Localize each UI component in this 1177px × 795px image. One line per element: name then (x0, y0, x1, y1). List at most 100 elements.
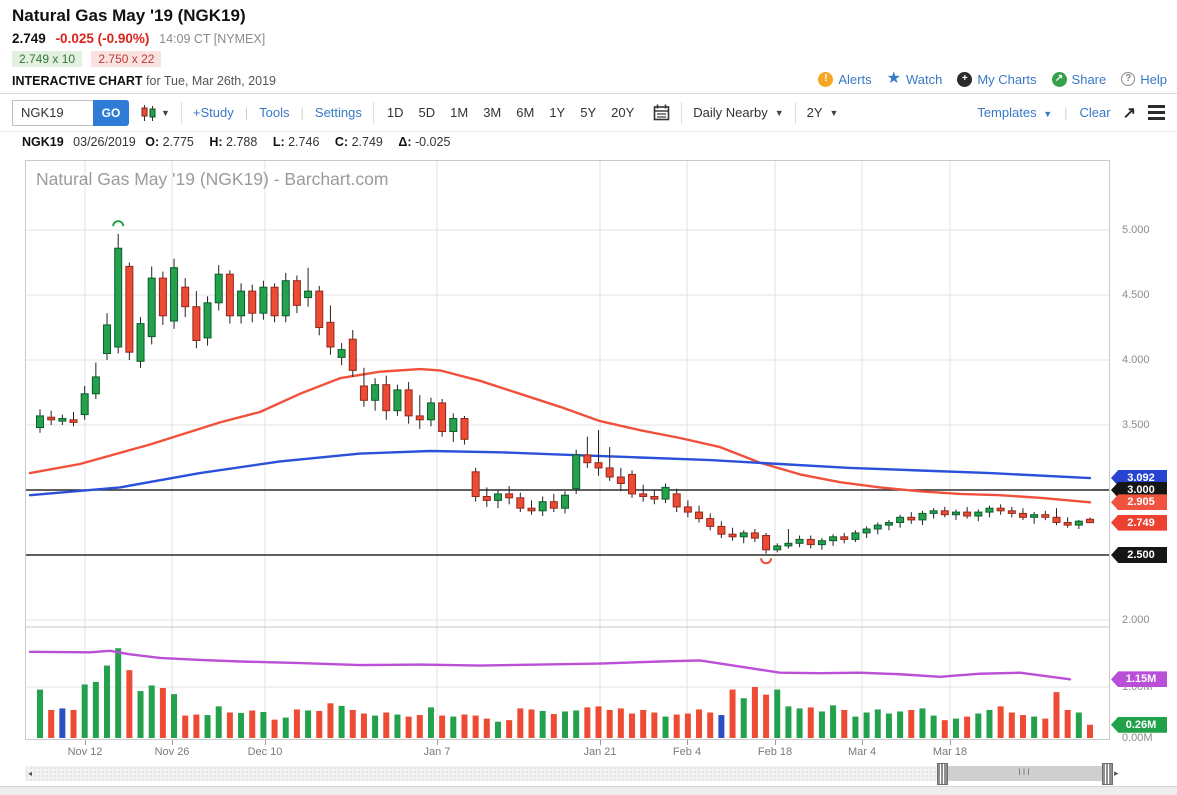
volume-bar (729, 689, 736, 738)
candlestick (382, 384, 391, 412)
candlestick (125, 265, 134, 353)
volume-bar (1019, 715, 1026, 738)
candlestick (371, 384, 380, 401)
volume-bar (115, 648, 122, 738)
volume-bar (327, 703, 334, 738)
volume-bar (528, 709, 535, 738)
candlestick (538, 501, 547, 512)
alerts-label: Alerts (838, 71, 872, 87)
candlestick (784, 542, 793, 547)
volume-bar (841, 709, 848, 738)
price-volume-chart[interactable] (25, 160, 1110, 740)
candlestick (114, 247, 123, 348)
candlestick (315, 290, 324, 329)
volume-bar (383, 712, 390, 738)
volume-bar (137, 691, 144, 738)
volume-bar (707, 712, 714, 738)
volume-bar (1053, 692, 1060, 738)
go-button[interactable]: GO (93, 99, 129, 126)
period-5y[interactable]: 5Y (580, 105, 597, 120)
templates-select[interactable]: Templates ▼ (977, 105, 1052, 120)
volume-bar (483, 718, 490, 738)
volume-bar (930, 715, 937, 738)
tools-button[interactable]: Tools (259, 105, 290, 120)
volume-bar (360, 713, 367, 738)
chart-date-label: for Tue, Mar 26th, 2019 (142, 74, 276, 88)
scrollbar-left-handle[interactable] (937, 763, 948, 785)
watch-link[interactable]: ★ Watch (887, 71, 943, 87)
bid-chip: 2.749 x 10 (12, 51, 83, 67)
period-6m[interactable]: 6M (516, 105, 535, 120)
volume-bar (37, 689, 43, 738)
scrollbar-track[interactable] (25, 766, 1110, 781)
symbol-box: GO (12, 99, 129, 126)
period-1y[interactable]: 1Y (549, 105, 566, 120)
volume-bar (159, 688, 166, 738)
calendar-button[interactable] (653, 104, 670, 121)
volume-bar (338, 705, 345, 738)
candlestick (1063, 522, 1072, 526)
time-scrollbar[interactable]: ◂ III ▸ (25, 763, 1135, 785)
candlestick (438, 402, 447, 432)
ohlc-readout: NGK19 03/26/2019 O: 2.775 H: 2.788 L: 2.… (22, 135, 462, 149)
my-charts-link[interactable]: + My Charts (957, 71, 1037, 87)
clear-button[interactable]: Clear (1079, 105, 1111, 120)
chart-area[interactable]: Natural Gas May '19 (NGK19) - Barchart.c… (25, 160, 1175, 765)
volume-bar (182, 715, 189, 738)
volume-bar (171, 694, 178, 738)
candlestick (192, 306, 201, 341)
period-3m[interactable]: 3M (483, 105, 502, 120)
x-axis-label: Nov 12 (67, 746, 103, 758)
price-axis-label: 2.000 (1122, 614, 1150, 626)
scrollbar-right-arrow-icon[interactable]: ▸ (1114, 768, 1119, 778)
volume-bar (1064, 709, 1071, 738)
volume-bar (1087, 724, 1093, 738)
volume-bar (450, 716, 457, 738)
volume-bar (640, 709, 647, 738)
frequency-select[interactable]: Daily Nearby ▼ (693, 105, 783, 120)
volume-bar (796, 708, 803, 738)
volume-bar (260, 711, 267, 738)
period-1d[interactable]: 1D (386, 105, 404, 120)
alerts-link[interactable]: ! Alerts (818, 71, 872, 87)
volume-bar (975, 713, 982, 738)
high-value: 2.788 (226, 135, 258, 149)
settings-button[interactable]: Settings (314, 105, 362, 120)
menu-icon[interactable] (1148, 102, 1165, 123)
volume-bar (941, 720, 948, 738)
period-20y[interactable]: 20Y (611, 105, 635, 120)
x-tickmark (687, 740, 688, 745)
ohlc-date: 03/26/2019 (73, 135, 136, 149)
add-study-button[interactable]: +Study (192, 105, 234, 120)
volume-bar (550, 714, 557, 738)
candlestick (170, 267, 179, 322)
candlestick (1018, 512, 1027, 518)
scrollbar-left-arrow-icon[interactable]: ◂ (28, 769, 33, 778)
symbol-input[interactable] (12, 99, 93, 126)
candlestick (1030, 514, 1039, 518)
candlestick (404, 389, 413, 417)
volume-bar (629, 713, 636, 738)
candlestick (806, 538, 815, 546)
scrollbar-right-handle[interactable] (1102, 763, 1113, 785)
scrollbar-thumb[interactable]: III (937, 763, 1113, 785)
candlestick (728, 533, 737, 538)
range-select[interactable]: 2Y ▼ (807, 105, 839, 120)
volume-bar (818, 711, 825, 738)
last-price: 2.749 (12, 31, 46, 46)
chart-type-button[interactable]: ▼ (140, 104, 170, 121)
share-link[interactable]: ↗ Share (1051, 71, 1106, 87)
candlestick (58, 418, 67, 422)
popout-arrow-icon[interactable]: ↗ (1122, 104, 1136, 122)
period-1m[interactable]: 1M (450, 105, 469, 120)
candlestick (1007, 510, 1016, 514)
period-5d[interactable]: 5D (418, 105, 436, 120)
candlestick (884, 522, 893, 526)
volume-bar (595, 706, 602, 738)
help-link[interactable]: ? Help (1121, 72, 1167, 87)
candlestick (829, 536, 838, 542)
volume-bar (997, 706, 1004, 738)
candlestick (337, 349, 346, 358)
volume-bar (316, 710, 323, 738)
volume-bar (1042, 718, 1049, 738)
